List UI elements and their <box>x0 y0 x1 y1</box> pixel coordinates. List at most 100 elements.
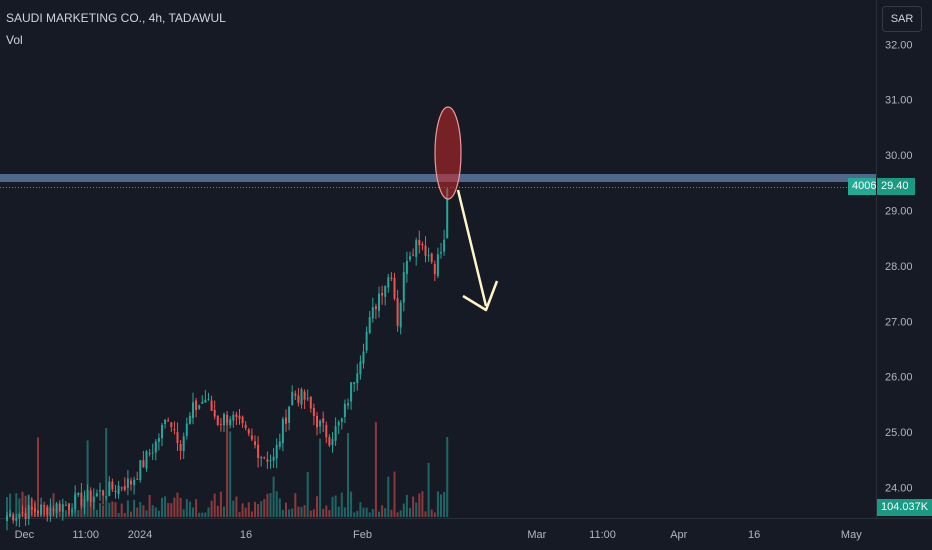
candle-body <box>157 437 160 442</box>
volume-bar <box>378 511 380 517</box>
candle-body <box>133 479 136 486</box>
candle-body <box>46 506 49 516</box>
candle-body <box>201 401 204 404</box>
candle-body <box>241 416 244 424</box>
candle-body <box>331 439 334 445</box>
candle-body <box>58 503 61 512</box>
volume-bar <box>185 499 188 517</box>
candle-body <box>43 505 46 507</box>
candle-body <box>136 478 139 480</box>
candle-body <box>182 436 185 452</box>
volume-bar <box>89 500 92 517</box>
candle-body <box>257 444 260 459</box>
candle-body <box>170 422 173 428</box>
volume-bar <box>117 512 120 517</box>
currency-button[interactable]: SAR <box>882 6 922 32</box>
candle-body <box>399 302 402 328</box>
candle-body <box>334 425 337 441</box>
time-tick-label: 16 <box>748 529 760 541</box>
candle-body <box>102 490 105 496</box>
candle-body <box>6 515 8 521</box>
volume-bar <box>316 496 318 517</box>
volume-bar <box>15 493 18 517</box>
price-tick-label: 26.00 <box>885 372 913 384</box>
volume-bar <box>37 437 39 517</box>
candle-body <box>297 395 300 403</box>
volume-bar <box>111 501 114 517</box>
volume-bar <box>356 510 359 517</box>
volume-bar <box>418 493 421 517</box>
candle-body <box>176 432 179 444</box>
volume-bar <box>334 495 337 517</box>
candle-body <box>148 453 151 455</box>
volume-bar <box>21 491 24 517</box>
candle-body <box>312 407 315 417</box>
candle-body <box>40 504 43 515</box>
candle-body <box>263 457 266 459</box>
candle-body <box>254 441 256 446</box>
time-tick-label: 11:00 <box>589 529 616 541</box>
volume-bar <box>86 440 89 517</box>
volume-bar <box>396 512 399 517</box>
candle-body <box>412 254 415 256</box>
volume-bar <box>204 512 207 517</box>
volume-bar <box>430 509 433 517</box>
time-tick-label: 11:00 <box>72 529 99 541</box>
volume-bar <box>157 510 160 517</box>
volume-bar <box>216 505 219 517</box>
volume-bar <box>300 507 303 517</box>
candle-body <box>319 420 322 427</box>
volume-bar <box>123 512 126 517</box>
candle-body <box>393 278 396 299</box>
candle-body <box>232 414 235 421</box>
price-tick-label: 31.00 <box>885 95 913 107</box>
price-tick-label: 32.00 <box>885 39 913 51</box>
candle-body <box>179 443 182 451</box>
volume-bar <box>294 493 297 517</box>
candle-body <box>281 419 284 444</box>
candle-body <box>247 429 250 434</box>
volume-bar <box>368 512 371 517</box>
time-tick-label: Feb <box>353 529 372 541</box>
candle-body <box>92 496 95 503</box>
volume-indicator-label[interactable]: Vol <box>6 33 23 47</box>
volume-bar <box>179 497 182 517</box>
volume-bar <box>167 503 170 517</box>
volume-bar <box>244 507 247 517</box>
symbol-title[interactable]: SAUDI MARKETING CO., 4h, TADAWUL <box>6 11 226 25</box>
candle-body <box>306 398 309 400</box>
volume-bar <box>412 496 415 517</box>
candle-body <box>126 478 129 488</box>
time-axis: Dec 11:00 2024 16 Feb Mar 11:00 Apr 16 May <box>15 529 863 541</box>
volume-bar <box>6 497 8 517</box>
candle-body <box>226 414 229 424</box>
candle-body <box>21 512 24 514</box>
candle-body <box>198 405 201 409</box>
volume-bar <box>424 511 427 517</box>
volume-bar <box>95 509 98 517</box>
candle-body <box>272 456 275 461</box>
volume-bar <box>229 431 232 517</box>
candle-body <box>139 460 142 481</box>
candle-body <box>402 272 405 303</box>
volume-bar <box>319 438 322 517</box>
volume-bar <box>241 503 244 517</box>
candle-body <box>27 505 30 519</box>
candle-body <box>192 402 194 419</box>
candle-body <box>145 451 148 469</box>
price-tick-label: 30.00 <box>885 150 913 162</box>
candle-body <box>446 188 449 239</box>
time-tick-label: 2024 <box>128 529 152 541</box>
volume-bar <box>260 501 263 517</box>
volume-bar <box>80 505 83 517</box>
candle-body <box>188 415 191 424</box>
volume-bar <box>9 493 12 517</box>
candle-body <box>384 286 387 297</box>
volume-bar <box>281 510 284 517</box>
volume-bar <box>421 491 424 517</box>
candle-body <box>250 435 253 440</box>
volume-bar <box>399 510 402 517</box>
candle-body <box>300 389 303 405</box>
volume-bar <box>427 462 430 517</box>
